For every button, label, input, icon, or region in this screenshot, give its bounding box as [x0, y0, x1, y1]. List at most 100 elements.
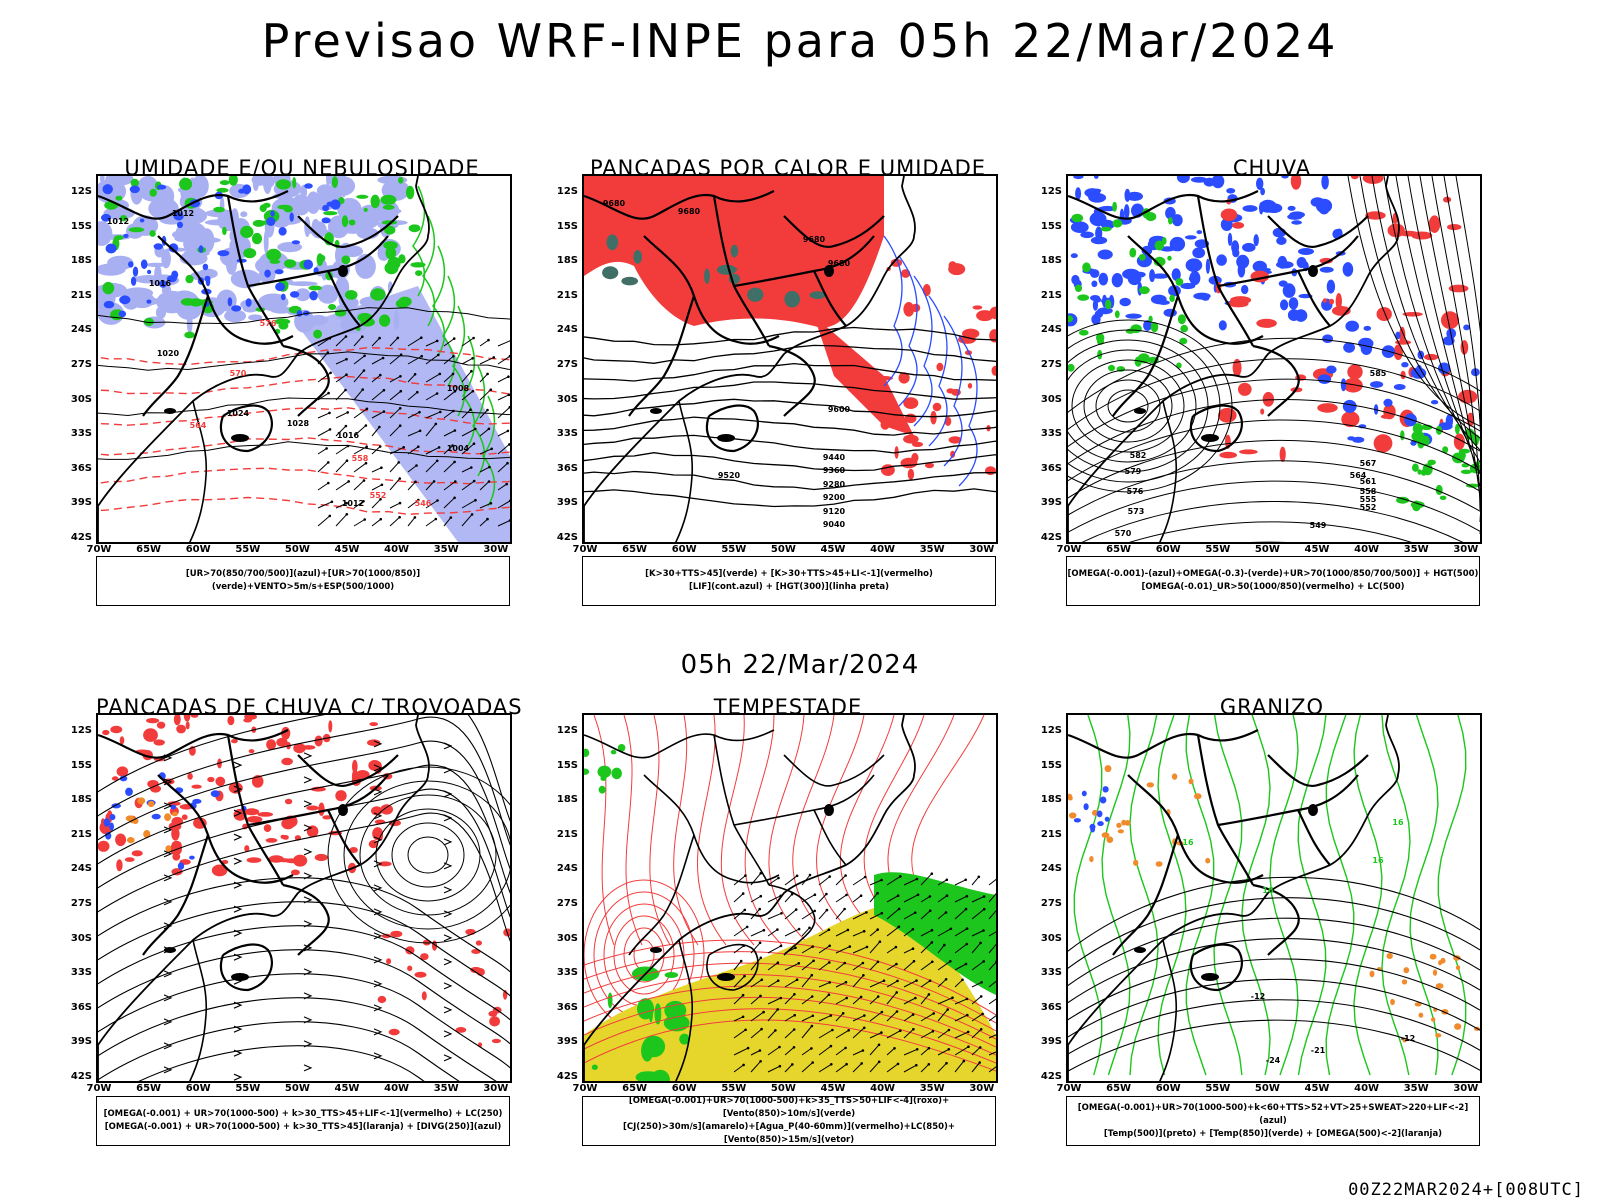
lat-tick-label: 36S — [1040, 462, 1062, 474]
lon-tick-label: 30W — [969, 1083, 995, 1094]
lon-tick-label: 55W — [721, 1083, 747, 1094]
lat-tick-label: 12S — [70, 725, 92, 736]
contour-label: 573 — [1128, 507, 1145, 516]
lon-tick-label: 55W — [721, 544, 747, 555]
contour-label: 1004 — [447, 444, 470, 453]
lat-tick-label: 39S — [70, 497, 92, 509]
contour-label: 16 — [1182, 838, 1194, 847]
lon-tick-label: 70W — [572, 1083, 598, 1094]
legend-line: [OMEGA(-0.001) + UR>70(1000-500) + k>30_… — [103, 1109, 503, 1119]
lat-tick-label: 24S — [556, 863, 578, 875]
contour-label: 9680 — [603, 199, 626, 208]
contour-label: 552 — [1360, 503, 1377, 512]
lat-tick-label: 24S — [1040, 324, 1062, 336]
contour-label: 1012 — [172, 209, 194, 218]
lat-tick-label: 18S — [70, 255, 92, 267]
contour-label: 1016 — [337, 431, 360, 440]
lat-tick-label: 21S — [70, 289, 92, 301]
lat-tick-label: 36S — [556, 1001, 578, 1013]
legend-line: [OMEGA(-0.001)+UR>70(1000-500)+k>35_TTS>… — [628, 1096, 950, 1119]
lat-tick-label: 24S — [70, 863, 92, 875]
lon-tick-label: 30W — [1453, 544, 1479, 555]
lat-tick-label: 42S — [556, 532, 578, 543]
lon-tick-label: 45W — [820, 544, 846, 555]
contour-label: 16 — [1392, 818, 1404, 827]
legend-line: [K>30+TTS>45](verde) + [K>30+TTS>45+LI<-… — [645, 569, 933, 579]
lat-tick-label: 27S — [1040, 359, 1062, 370]
lon-tick-label: 30W — [1453, 1083, 1479, 1094]
lat-tick-label: 15S — [70, 220, 92, 232]
lat-tick-label: 30S — [70, 932, 92, 944]
lat-tick-label: 15S — [556, 759, 578, 771]
lat-tick-label: 21S — [70, 828, 92, 840]
lat-tick-label: 42S — [556, 1071, 578, 1082]
contour-label: 570 — [230, 369, 247, 378]
lat-tick-label: 15S — [70, 759, 92, 771]
lat-tick-label: 12S — [1040, 725, 1062, 736]
lon-tick-label: 70W — [86, 1083, 112, 1094]
contour-label: 558 — [1360, 487, 1377, 496]
contour-label: 582 — [1130, 451, 1147, 460]
contour-label: 9680 — [678, 207, 701, 216]
lon-tick-label: 60W — [185, 1083, 211, 1094]
lat-tick-label: 18S — [1040, 255, 1062, 267]
contour-label: 16 — [1372, 856, 1384, 865]
lat-tick-label: 21S — [1040, 828, 1062, 840]
contour-label: 555 — [1360, 495, 1377, 504]
lat-tick-label: 15S — [1040, 220, 1062, 232]
contour-label: 558 — [352, 454, 369, 463]
lat-tick-label: 30S — [1040, 393, 1062, 405]
lon-tick-label: 50W — [284, 1083, 310, 1094]
map-panel-4 — [96, 713, 512, 1083]
lon-tick-label: 60W — [185, 544, 211, 555]
lon-tick-label: 35W — [433, 1083, 459, 1094]
lon-tick-label: 55W — [1205, 544, 1231, 555]
lat-tick-label: 39S — [1040, 497, 1062, 509]
run-timestamp: 00Z22MAR2024+[008UTC] — [1348, 1180, 1584, 1200]
lon-tick-label: 65W — [136, 544, 162, 555]
lat-tick-label: 42S — [1040, 1071, 1062, 1082]
contour-label: 585 — [1370, 369, 1387, 378]
lat-tick-label: 33S — [70, 428, 92, 440]
legend-box: [K>30+TTS>45](verde) + [K>30+TTS>45+LI<-… — [582, 556, 996, 606]
lon-tick-label: 35W — [1403, 544, 1429, 555]
lat-tick-label: 15S — [1040, 759, 1062, 771]
lat-tick-label: 24S — [1040, 863, 1062, 875]
lat-tick-label: 36S — [1040, 1001, 1062, 1013]
lat-tick-label: 18S — [70, 794, 92, 806]
legend-box: [OMEGA(-0.001) + UR>70(1000-500) + k>30_… — [96, 1096, 510, 1146]
lat-tick-label: 33S — [1040, 967, 1062, 979]
legend-line: [UR>70(850/700/500)](azul)+[UR>70(1000/8… — [185, 569, 421, 592]
contour-label: 570 — [1115, 529, 1132, 538]
lat-tick-label: 30S — [556, 393, 578, 405]
lon-tick-label: 50W — [770, 544, 796, 555]
contour-label: 561 — [1360, 477, 1377, 486]
contour-label: 1008 — [447, 384, 470, 393]
lon-tick-label: 45W — [1304, 544, 1330, 555]
map-plot — [584, 715, 996, 1081]
lon-tick-label: 35W — [919, 1083, 945, 1094]
legend-line: [OMEGA(-0.01)_UR>50(1000/850)(vermelho) … — [1141, 582, 1405, 592]
lon-tick-label: 60W — [671, 544, 697, 555]
lon-tick-label: 30W — [483, 544, 509, 555]
lon-tick-label: 40W — [1354, 1083, 1380, 1094]
lon-tick-label: 70W — [1056, 1083, 1082, 1094]
lat-tick-label: 42S — [70, 1071, 92, 1082]
contour-label: 576 — [260, 319, 277, 328]
lat-tick-label: 42S — [1040, 532, 1062, 543]
contour-label: 1012 — [342, 499, 364, 508]
legend-line: [Temp(500)](preto) + [Temp(850)](verde) … — [1103, 1128, 1443, 1139]
lat-tick-label: 30S — [70, 393, 92, 405]
contour-label: 1012 — [107, 217, 129, 226]
lon-tick-label: 40W — [1354, 544, 1380, 555]
lon-tick-label: 50W — [1254, 1083, 1280, 1094]
lat-tick-label: 36S — [70, 1001, 92, 1013]
map-panel-3: 585 582 579 576 573 570 567 564 561 558 555 552 549 — [1066, 174, 1482, 544]
lat-tick-label: 27S — [556, 898, 578, 909]
contour-label: 579 — [1125, 467, 1142, 476]
lat-tick-label: 30S — [1040, 932, 1062, 944]
lon-tick-label: 65W — [1106, 1083, 1132, 1094]
lon-tick-label: 50W — [1254, 544, 1280, 555]
contour-label: -12 — [1401, 1034, 1415, 1043]
